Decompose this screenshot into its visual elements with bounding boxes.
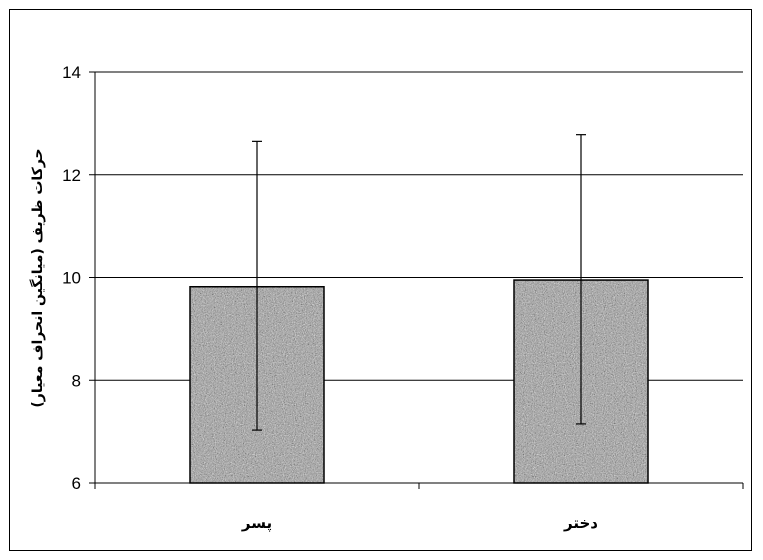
y-tick-label-12: 12 <box>62 166 81 185</box>
y-tick-label-14: 14 <box>62 63 81 82</box>
labels: 6 8 10 12 14 پسر دختر <box>62 63 598 533</box>
y-tick-label-6: 6 <box>72 474 81 493</box>
y-axis-title: حرکات ظریف (میانگین انحراف معیار) <box>29 148 46 407</box>
error-bars <box>252 134 586 431</box>
y-tick-label-10: 10 <box>62 269 81 288</box>
bars <box>189 279 649 484</box>
x-category-label-0: پسر <box>241 514 272 533</box>
x-category-label-1: دختر <box>563 514 598 532</box>
y-tick-label-8: 8 <box>72 371 81 390</box>
